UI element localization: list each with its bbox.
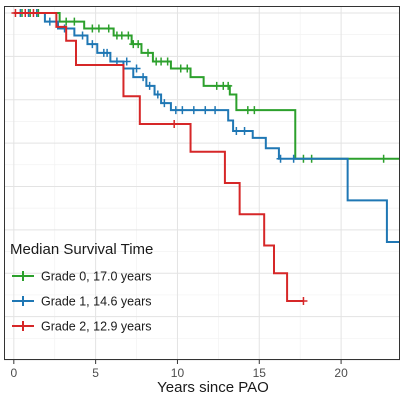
legend-label-0: Grade 0, 17.0 years <box>41 270 151 284</box>
legend-key-1 <box>12 296 34 306</box>
series-2-censor-0 <box>11 8 20 17</box>
series-2-censor-2 <box>29 8 38 17</box>
series-layer <box>11 8 400 305</box>
series-0-censor-4 <box>70 17 79 26</box>
series-2-censor-1 <box>21 8 30 17</box>
x-axis: 0 5 10 15 20 <box>10 360 348 380</box>
series-0-censor-10 <box>124 31 133 40</box>
series-0-censor-23 <box>250 106 259 115</box>
series-0-censor-26 <box>379 154 388 163</box>
legend-key-2 <box>12 321 34 331</box>
legend-label-2: Grade 2, 12.9 years <box>41 320 151 334</box>
x-tick-label-3: 15 <box>253 366 267 380</box>
legend-items: Grade 0, 17.0 years Grade 1, 14.6 years Gr… <box>12 270 151 334</box>
x-tick-label-4: 20 <box>334 366 348 380</box>
series-2-censor-3 <box>170 120 179 128</box>
legend-item-1: Grade 1, 14.6 years <box>12 295 151 309</box>
x-tick-label-0: 0 <box>10 366 17 380</box>
series-1-censor-3 <box>45 17 54 26</box>
plot-background <box>4 6 400 360</box>
x-tick-label-1: 5 <box>92 366 99 380</box>
series-2-curve <box>13 11 304 302</box>
series-1-censor-5 <box>78 31 87 40</box>
series-1-censor-17 <box>178 106 187 115</box>
series-1-censor-20 <box>211 106 220 115</box>
series-1-censor-18 <box>189 106 198 115</box>
legend-item-2: Grade 2, 12.9 years <box>12 320 151 334</box>
series-2 <box>11 8 308 305</box>
x-tick-label-2: 10 <box>171 366 185 380</box>
legend-label-1: Grade 1, 14.6 years <box>41 295 151 309</box>
x-axis-title: Years since PAO <box>157 379 269 396</box>
series-1-censor-24 <box>289 154 298 163</box>
series-1-censor-8 <box>103 48 112 57</box>
series-1-censor-21 <box>232 126 241 135</box>
series-0-censor-18 <box>183 64 192 73</box>
legend: Median Survival Time Grade 0, 17.0 years… <box>10 241 153 334</box>
series-1-censor-15 <box>160 99 169 108</box>
series-1-censor-6 <box>88 40 97 49</box>
series-1-censor-19 <box>201 106 210 115</box>
series-1-censor-14 <box>153 90 162 99</box>
series-1 <box>13 8 400 243</box>
series-1-censor-12 <box>139 73 148 82</box>
legend-title: Median Survival Time <box>10 241 153 258</box>
series-1-censor-23 <box>276 154 285 163</box>
series-0-censor-6 <box>94 24 103 33</box>
series-0-censor-3 <box>62 17 71 26</box>
series-1-censor-11 <box>132 64 141 73</box>
legend-item-0: Grade 0, 17.0 years <box>12 270 151 284</box>
series-0-censor-7 <box>104 24 113 33</box>
series-2-censor-4 <box>299 297 308 305</box>
legend-key-0 <box>12 271 34 281</box>
series-1-censor-13 <box>145 81 154 90</box>
series-0-censor-12 <box>134 40 143 49</box>
series-0 <box>13 8 400 163</box>
series-0-censor-21 <box>224 81 233 90</box>
series-1-censor-10 <box>122 57 131 66</box>
series-0-censor-13 <box>144 48 152 57</box>
series-0-censor-16 <box>163 57 172 66</box>
series-1-censor-22 <box>240 126 249 135</box>
